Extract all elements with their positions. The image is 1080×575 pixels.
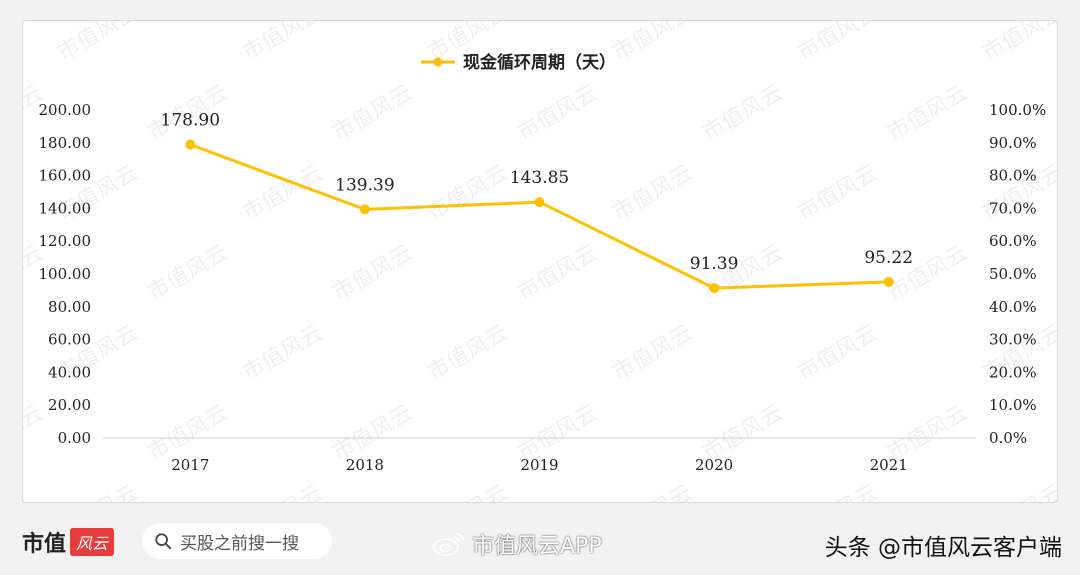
watermark-text: 市值风云: [329, 241, 418, 307]
y2-tick-label: 10.0%: [989, 396, 1037, 414]
footer-bar: 市值 风云 买股之前搜一搜 市值风云APP 头条 @市值风云客户端: [0, 510, 1080, 575]
x-tick-label: 2018: [346, 456, 384, 474]
y-tick-label: 20.00: [48, 396, 91, 414]
legend: 现金循环周期（天）: [421, 52, 616, 73]
watermark-text: 市值风云: [239, 21, 328, 66]
weibo-watermark: 市值风云APP: [432, 528, 602, 560]
y-tick-label: 60.00: [48, 331, 91, 349]
y-tick-label: 160.00: [39, 167, 92, 185]
watermark-text: 市值风云: [609, 161, 698, 227]
watermark-text: 市值风云: [239, 321, 328, 387]
watermark-text: 市值风云: [424, 321, 513, 387]
y2-tick-label: 90.0%: [989, 134, 1037, 152]
data-point: [359, 204, 370, 215]
watermark-text: 市值风云: [609, 321, 698, 387]
data-point: [185, 139, 196, 150]
search-icon: [155, 533, 172, 550]
watermark-text: 市值风云: [329, 81, 418, 147]
y-axis-right: 0.0% 10.0% 20.0% 30.0% 40.0% 50.0% 60.0% 70.0% 8…: [989, 101, 1046, 447]
weibo-icon: [433, 533, 464, 556]
watermark-text: 市值风云: [54, 21, 143, 66]
y-tick-label: 200.00: [39, 101, 92, 119]
x-tick-label: 2019: [520, 456, 558, 474]
watermark-text: 市值风云: [884, 81, 973, 147]
search-text: 买股之前搜一搜: [180, 533, 299, 554]
watermark-text: 市值风云: [979, 481, 1058, 502]
y2-tick-label: 40.0%: [989, 298, 1037, 316]
y2-tick-label: 20.0%: [989, 363, 1037, 381]
weibo-text: 市值风云APP: [472, 534, 602, 559]
x-tick-label: 2017: [171, 456, 209, 474]
watermark-text: 市值风云: [609, 21, 698, 66]
brand-mark: 风云: [70, 528, 115, 556]
legend-marker: [433, 57, 443, 67]
series-line: [189, 143, 889, 290]
y2-tick-label: 100.0%: [989, 101, 1046, 119]
watermark-text: 市值风云: [609, 481, 698, 502]
data-label: 178.90: [161, 111, 220, 131]
brand-name: 市值: [22, 532, 67, 557]
toutiao-credit: 头条 @市值风云客户端: [824, 535, 1062, 561]
watermark-text: 市值风云: [794, 321, 883, 387]
watermark-text: 市值风云: [514, 241, 603, 307]
x-axis: 2017 2018 2019 2020 2021: [171, 456, 908, 474]
data-label: 95.22: [864, 248, 913, 268]
watermark-text: 市值风云: [144, 241, 233, 307]
data-point: [534, 197, 545, 208]
search-pill[interactable]: 买股之前搜一搜: [142, 523, 332, 559]
data-label: 139.39: [335, 175, 394, 195]
y2-tick-label: 70.0%: [989, 199, 1037, 217]
y-tick-label: 0.00: [58, 429, 91, 447]
y2-tick-label: 30.0%: [989, 331, 1037, 349]
y-tick-label: 180.00: [39, 134, 92, 152]
series-cash-cycle: 178.90 139.39 143.85 91.39 95.22: [161, 111, 913, 294]
y-tick-label: 100.00: [39, 265, 92, 283]
y2-tick-label: 50.0%: [989, 265, 1037, 283]
y-tick-label: 40.00: [48, 363, 91, 381]
brand-logo: 市值 风云: [22, 526, 115, 558]
y-axis-left: 0.00 20.00 40.00 60.00 80.00 100.00 120.00 140.…: [39, 101, 92, 447]
watermark-text: 市值风云: [239, 161, 328, 227]
x-tick-label: 2020: [695, 456, 733, 474]
data-label: 143.85: [510, 168, 569, 188]
chart-card: 市值风云 市值风云 市值风云 市值风云 市值风云 市值风云 市值风云 市值风云 市值风云 市值风云…: [22, 20, 1058, 503]
watermark-text: 市值风云: [23, 401, 47, 467]
y2-tick-label: 80.0%: [989, 167, 1037, 185]
data-point: [883, 276, 894, 287]
y2-tick-label: 60.0%: [989, 232, 1037, 250]
watermark-text: 市值风云: [424, 481, 513, 502]
watermark-text: 市值风云: [794, 21, 883, 66]
watermark-text: 市值风云: [794, 481, 883, 502]
y-tick-label: 120.00: [39, 232, 92, 250]
watermark-text: 市值风云: [239, 481, 328, 502]
y2-tick-label: 0.0%: [989, 429, 1027, 447]
y-tick-label: 140.00: [39, 199, 92, 217]
watermark-text: 市值风云: [794, 161, 883, 227]
y-tick-label: 80.00: [48, 298, 91, 316]
data-label: 91.39: [690, 254, 739, 274]
watermark-text: 市值风云: [699, 81, 788, 147]
watermark-text: 市值风云: [979, 21, 1058, 66]
watermark-text: 市值风云: [54, 481, 143, 502]
legend-label: 现金循环周期（天）: [463, 52, 616, 73]
data-point: [709, 283, 720, 294]
x-tick-label: 2021: [870, 456, 908, 474]
watermark-text: 市值风云: [424, 161, 513, 227]
watermark-text: 市值风云: [514, 81, 603, 147]
